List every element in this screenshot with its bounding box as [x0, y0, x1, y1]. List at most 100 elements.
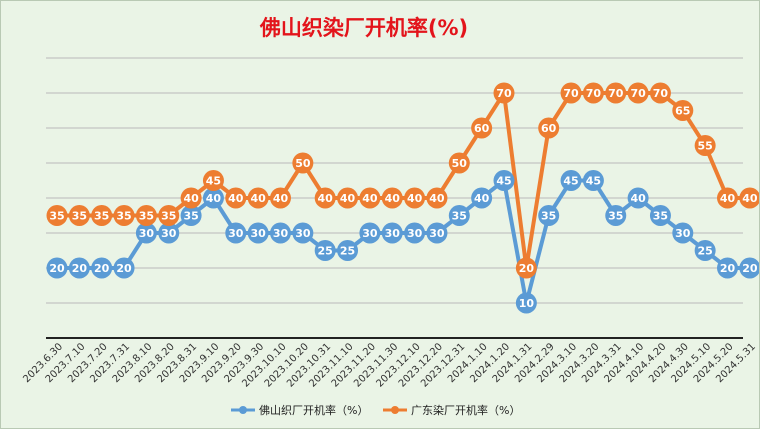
data-label: 40 — [742, 192, 758, 205]
data-point: 30 — [359, 222, 381, 244]
legend-label: 广东染厂开机率（%） — [411, 403, 520, 417]
data-marker — [292, 222, 314, 244]
data-marker — [270, 222, 291, 244]
data-point: 70 — [605, 82, 627, 104]
data-point: 30 — [292, 222, 314, 244]
data-point: 35 — [113, 205, 135, 226]
data-label: 50 — [295, 157, 311, 170]
data-point: 50 — [448, 152, 470, 174]
data-point: 50 — [292, 152, 314, 174]
data-point: 45 — [582, 170, 604, 191]
data-marker — [91, 257, 113, 279]
data-marker — [225, 222, 247, 244]
data-label: 40 — [407, 192, 423, 205]
data-marker — [605, 205, 627, 226]
data-point: 35 — [180, 205, 202, 226]
legend: 佛山织厂开机率（%） 广东染厂开机率（%） — [231, 403, 520, 417]
data-point: 30 — [158, 222, 180, 244]
data-marker — [448, 205, 470, 226]
legend-swatch-marker — [239, 406, 247, 414]
legend-swatch-marker — [391, 406, 399, 414]
data-label: 40 — [385, 192, 401, 205]
data-point: 30 — [135, 222, 157, 244]
data-label: 35 — [139, 210, 154, 223]
data-marker — [180, 187, 202, 209]
data-label: 10 — [519, 297, 535, 310]
data-marker — [426, 187, 448, 209]
data-point: 40 — [359, 187, 381, 209]
data-point: 65 — [672, 100, 694, 121]
data-point: 20 — [515, 257, 537, 279]
data-marker — [717, 257, 738, 279]
data-point: 35 — [448, 205, 470, 226]
data-label: 40 — [273, 192, 289, 205]
data-marker — [337, 187, 359, 209]
data-label: 20 — [720, 262, 736, 275]
data-point: 30 — [404, 222, 426, 244]
data-label: 20 — [742, 262, 758, 275]
data-point: 35 — [649, 205, 671, 226]
data-label: 30 — [407, 227, 423, 240]
data-label: 70 — [608, 87, 624, 100]
data-point: 70 — [493, 82, 515, 104]
legend-item: 佛山织厂开机率（%） — [231, 403, 368, 417]
data-marker — [314, 187, 336, 209]
data-point: 20 — [91, 257, 113, 279]
data-marker — [135, 222, 157, 244]
data-marker — [582, 82, 604, 104]
data-point: 25 — [694, 240, 716, 261]
data-label: 20 — [519, 262, 535, 275]
data-marker — [515, 257, 537, 279]
data-label: 20 — [49, 262, 65, 275]
data-label: 35 — [161, 210, 176, 223]
data-point: 30 — [426, 222, 448, 244]
data-point: 40 — [337, 187, 359, 209]
data-marker — [202, 170, 224, 191]
series-points: 20 20 20 20 30 30 35 40 30 30 30 30 25 25 30 30 30 30 35 40… — [46, 82, 759, 314]
data-label: 35 — [653, 210, 668, 223]
data-label: 35 — [541, 210, 556, 223]
data-marker — [202, 187, 224, 209]
data-label: 35 — [183, 210, 198, 223]
data-marker — [381, 222, 403, 244]
data-marker — [404, 222, 426, 244]
data-label: 30 — [273, 227, 289, 240]
data-point: 20 — [739, 257, 759, 279]
data-marker — [649, 82, 671, 104]
data-marker — [135, 205, 157, 226]
data-marker — [515, 292, 537, 314]
data-marker — [158, 205, 180, 226]
data-label: 30 — [139, 227, 155, 240]
data-label: 50 — [452, 157, 468, 170]
data-marker — [426, 222, 448, 244]
data-point: 35 — [158, 205, 180, 226]
data-point: 20 — [68, 257, 90, 279]
data-label: 45 — [496, 175, 511, 188]
data-point: 40 — [627, 187, 649, 209]
data-label: 70 — [496, 87, 512, 100]
data-point: 45 — [493, 170, 515, 191]
data-label: 60 — [474, 122, 490, 135]
data-point: 40 — [180, 187, 202, 209]
data-marker — [694, 135, 716, 156]
data-marker — [359, 222, 381, 244]
data-marker — [314, 240, 336, 261]
legend-label: 佛山织厂开机率（%） — [259, 403, 368, 417]
data-marker — [605, 82, 627, 104]
data-label: 40 — [206, 192, 222, 205]
data-marker — [717, 187, 738, 209]
data-marker — [448, 152, 470, 174]
data-marker — [46, 205, 68, 226]
data-label: 45 — [586, 175, 601, 188]
data-point: 35 — [46, 205, 68, 226]
data-label: 40 — [250, 192, 266, 205]
data-marker — [381, 187, 403, 209]
series-line-2 — [57, 91, 750, 270]
legend-item: 广东染厂开机率（%） — [383, 403, 520, 417]
data-label: 40 — [318, 192, 334, 205]
data-marker — [247, 187, 269, 209]
data-marker — [694, 240, 716, 261]
data-point: 20 — [717, 257, 738, 279]
data-label: 45 — [206, 175, 221, 188]
